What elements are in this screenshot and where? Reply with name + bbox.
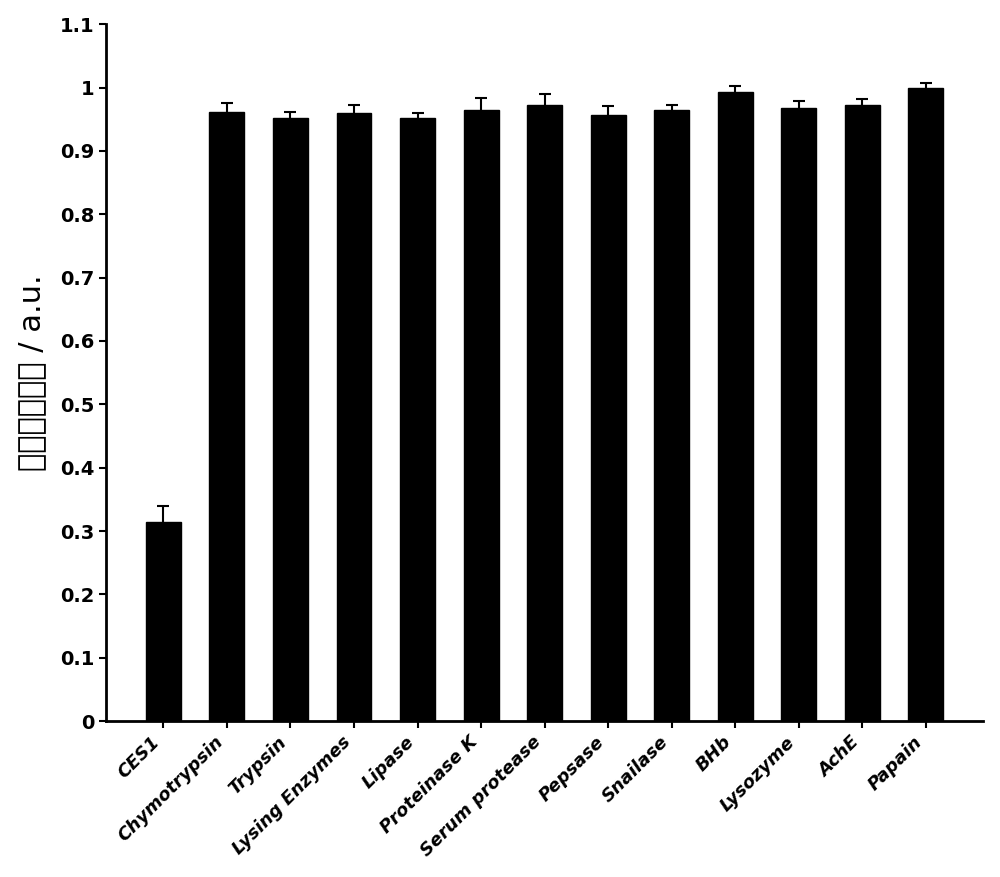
Y-axis label: 相对荧光强度 / a.u.: 相对荧光强度 / a.u. <box>17 275 46 471</box>
Bar <box>146 522 181 721</box>
Bar <box>337 113 371 721</box>
Bar <box>845 105 880 721</box>
Bar <box>908 89 943 721</box>
Bar <box>718 92 753 721</box>
Bar <box>527 105 562 721</box>
Bar <box>781 108 816 721</box>
Bar <box>273 118 308 721</box>
Bar <box>209 111 244 721</box>
Bar <box>591 115 626 721</box>
Bar <box>654 111 689 721</box>
Bar <box>400 118 435 721</box>
Bar <box>464 110 499 721</box>
